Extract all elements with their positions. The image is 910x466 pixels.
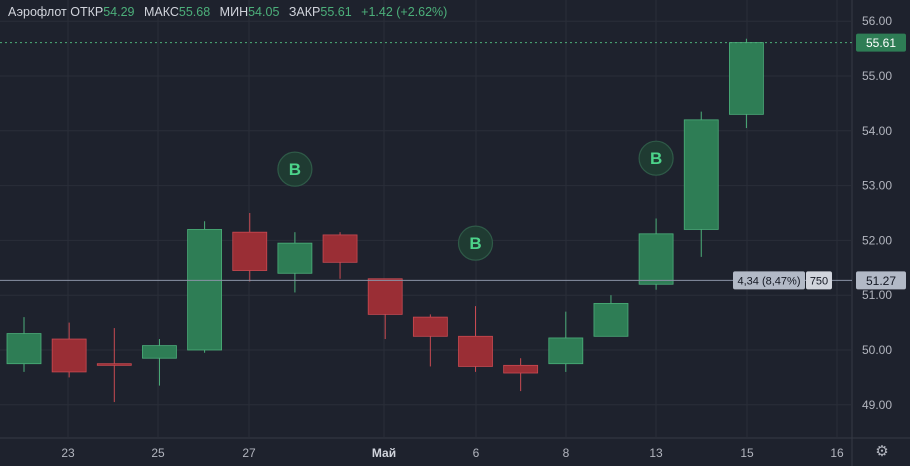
candle-body bbox=[367, 278, 403, 315]
candle bbox=[638, 218, 674, 290]
candle bbox=[548, 311, 584, 372]
buy-marker: B bbox=[457, 225, 494, 261]
close-value: 55.61 bbox=[320, 5, 352, 19]
settings-icon[interactable]: ⚙ bbox=[875, 443, 889, 460]
close-label: ЗАКР bbox=[288, 5, 321, 19]
x-tick-label: 8 bbox=[563, 446, 570, 460]
buy-marker-circle bbox=[277, 151, 313, 187]
candle bbox=[458, 306, 493, 372]
buy-marker: B bbox=[638, 140, 674, 176]
symbol-name: Аэрофлот bbox=[8, 5, 67, 19]
measure-volume: 750 bbox=[810, 275, 828, 287]
candle-body bbox=[6, 333, 42, 365]
x-tick-label: 23 bbox=[61, 446, 75, 460]
candle-body bbox=[683, 119, 719, 230]
y-tick-label: 52.00 bbox=[862, 233, 892, 247]
measure-tooltip-box bbox=[733, 271, 805, 290]
high-label: МАКС bbox=[143, 5, 179, 19]
y-tick-label: 53.00 bbox=[862, 179, 892, 193]
candle-body bbox=[412, 316, 448, 337]
ohlc-legend: Аэрофлот ОТКР54.29 МАКС55.68 МИН54.05 ЗА… bbox=[8, 5, 453, 19]
x-tick-label: Май bbox=[372, 446, 396, 460]
measure-volume-box bbox=[806, 271, 832, 290]
candle bbox=[142, 339, 177, 386]
candle-body bbox=[232, 231, 268, 271]
open-label: ОТКР bbox=[70, 5, 104, 19]
buy-marker: B bbox=[277, 151, 313, 187]
y-tick-label: 54.00 bbox=[862, 124, 892, 138]
candle bbox=[412, 314, 448, 367]
buy-marker-label: B bbox=[289, 160, 301, 179]
open-value: 54.29 bbox=[103, 5, 135, 19]
candle bbox=[503, 358, 539, 392]
candle bbox=[277, 232, 313, 293]
measure-price-tag bbox=[856, 271, 906, 290]
candle-body bbox=[187, 229, 223, 351]
candle bbox=[187, 221, 223, 353]
last-price-label: 55.61 bbox=[866, 36, 896, 50]
change-value: +1.42 (+2.62%) bbox=[361, 5, 448, 19]
candle-body bbox=[638, 233, 674, 285]
candle bbox=[593, 295, 629, 337]
x-tick-label: 6 bbox=[473, 446, 480, 460]
x-tick-label: 27 bbox=[242, 446, 256, 460]
buy-marker-circle bbox=[457, 225, 494, 261]
candle bbox=[96, 328, 132, 403]
buy-marker-circle bbox=[638, 140, 674, 176]
candle-body bbox=[593, 303, 629, 337]
y-tick-label: 55.00 bbox=[862, 69, 892, 83]
x-tick-label: 16 bbox=[830, 446, 844, 460]
candle-body bbox=[277, 242, 313, 274]
low-label: МИН bbox=[219, 5, 249, 19]
y-tick-label: 51.00 bbox=[862, 288, 892, 302]
low-value: 54.05 bbox=[248, 5, 280, 19]
candle-body bbox=[548, 337, 584, 365]
candle bbox=[683, 111, 719, 257]
buy-markers: B B B bbox=[277, 140, 674, 261]
x-tick-label: 15 bbox=[740, 446, 754, 460]
y-tick-label: 50.00 bbox=[862, 343, 892, 357]
x-axis: 23 25 27 Май 6 8 13 15 16 bbox=[61, 446, 844, 460]
candle-body bbox=[503, 364, 539, 374]
y-tick-label: 56.00 bbox=[862, 14, 892, 28]
price-lines: 55.61 4,34 (8,47%) 750 51.27 bbox=[0, 33, 906, 290]
candle bbox=[51, 322, 87, 378]
measure-price-label: 51.27 bbox=[866, 274, 896, 288]
candle-body bbox=[142, 345, 177, 359]
last-price-tag bbox=[856, 33, 906, 52]
measure-tooltip: 4,34 (8,47%) bbox=[738, 275, 801, 287]
candle-body bbox=[51, 338, 87, 373]
buy-marker-label: B bbox=[650, 149, 662, 168]
candle-body bbox=[322, 234, 358, 263]
candles bbox=[6, 38, 764, 403]
candle bbox=[367, 278, 403, 340]
candle bbox=[322, 232, 358, 279]
high-value: 55.68 bbox=[178, 5, 211, 19]
buy-marker-label: B bbox=[469, 234, 481, 253]
candle-body bbox=[96, 363, 132, 366]
candle bbox=[232, 213, 268, 282]
x-tick-label: 13 bbox=[649, 446, 663, 460]
y-axis: 49.00 50.00 51.00 52.00 53.00 54.00 55.00 56.00 bbox=[862, 14, 892, 412]
candle bbox=[6, 317, 42, 372]
x-tick-label: 25 bbox=[151, 446, 165, 460]
candle-body bbox=[729, 42, 764, 115]
candle-body bbox=[458, 335, 493, 367]
candle bbox=[729, 38, 764, 129]
y-tick-label: 49.00 bbox=[862, 398, 892, 412]
